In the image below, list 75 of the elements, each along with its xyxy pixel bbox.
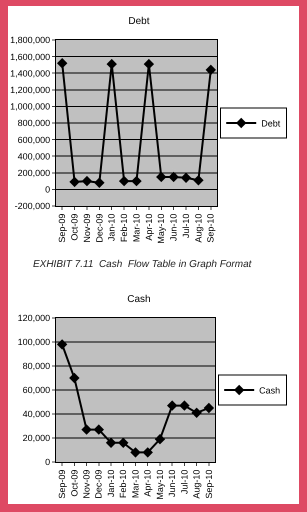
y-tick-label: 1,800,000: [10, 35, 50, 46]
point: [142, 447, 153, 458]
x-tick-label: May-10: [154, 470, 165, 500]
x-tick-label: Jan-10: [106, 470, 116, 498]
x-tick-label: Nov-09: [82, 214, 92, 243]
x-tick-label: Aug-10: [193, 214, 204, 243]
chart-title: Debt: [128, 16, 150, 27]
point: [56, 339, 68, 350]
x-tick-label: Sep-09: [57, 470, 68, 499]
point: [154, 434, 166, 444]
point: [118, 176, 130, 186]
point: [94, 424, 104, 435]
point: [56, 58, 68, 68]
y-tick-label: 400,000: [18, 151, 50, 162]
x-tick-label: Jun-10: [167, 470, 178, 498]
x-tick-label: Feb-10: [118, 470, 128, 498]
point: [180, 172, 192, 183]
point: [206, 64, 216, 76]
point: [179, 400, 190, 411]
x-tick-label: Dec-09: [94, 214, 104, 243]
point: [118, 438, 128, 448]
point: [69, 372, 80, 384]
y-tick-label: 0: [45, 184, 50, 195]
chart-title: Cash: [127, 294, 151, 305]
x-tick-label: Nov-09: [82, 470, 92, 499]
text: EXHIBIT 7.11 Cash Flow Table in Graph Format: [33, 259, 253, 270]
point: [166, 400, 178, 411]
x-tick-label: Sep-10: [204, 470, 214, 499]
y-tick-label: 80,000: [22, 361, 50, 372]
y-tick-label: 200,000: [18, 168, 50, 178]
y-tick-label: 20,000: [22, 433, 50, 444]
x-tick-label: Feb-10: [119, 214, 130, 242]
point: [204, 402, 214, 414]
point: [191, 408, 202, 418]
point: [81, 424, 92, 435]
x-tick-label: Apr-10: [142, 470, 153, 497]
y-tick-label: 60,000: [22, 385, 50, 396]
x-tick-label: Mar-10: [130, 470, 140, 498]
y-tick-label: 1,600,000: [10, 52, 50, 62]
y-tick-label: -200,000: [14, 201, 50, 212]
y-tick-label: 1,400,000: [10, 68, 50, 78]
point: [144, 58, 154, 70]
point: [130, 447, 141, 458]
y-tick-label: 100,000: [18, 337, 50, 348]
y-tick-label: 1,000,000: [10, 102, 50, 112]
x-tick-label: Aug-10: [192, 470, 202, 499]
y-tick-label: 1,200,000: [10, 84, 50, 95]
x-tick-label: Jun-10: [168, 214, 179, 242]
y-tick-label: 600,000: [18, 134, 50, 145]
point: [69, 176, 80, 188]
point: [168, 172, 179, 182]
point: [106, 438, 116, 448]
point: [106, 58, 117, 70]
point: [82, 176, 92, 186]
x-tick-label: Oct-09: [70, 214, 80, 241]
point: [94, 178, 105, 188]
point: [131, 176, 142, 186]
y-tick-label: 40,000: [22, 409, 50, 420]
y-tick-label: 0: [45, 457, 50, 468]
legend-label: Cash: [259, 386, 280, 396]
x-tick-label: May-10: [156, 214, 166, 244]
x-tick-label: Mar-10: [131, 214, 142, 242]
y-tick-label: 800,000: [18, 118, 50, 128]
x-tick-label: Apr-10: [144, 214, 154, 241]
legend-label: Debt: [261, 118, 281, 129]
point: [156, 172, 166, 182]
point: [193, 175, 204, 186]
x-tick-label: Dec-09: [94, 470, 104, 499]
x-tick-label: Jan-10: [106, 214, 117, 242]
x-tick-label: Oct-09: [69, 470, 80, 497]
x-tick-label: Sep-09: [57, 214, 68, 243]
y-tick-label: 120,000: [18, 313, 50, 324]
x-tick-label: Sep-10: [206, 214, 216, 243]
x-tick-label: Jul-10: [180, 214, 191, 238]
x-tick-label: Jul-10: [179, 470, 190, 494]
